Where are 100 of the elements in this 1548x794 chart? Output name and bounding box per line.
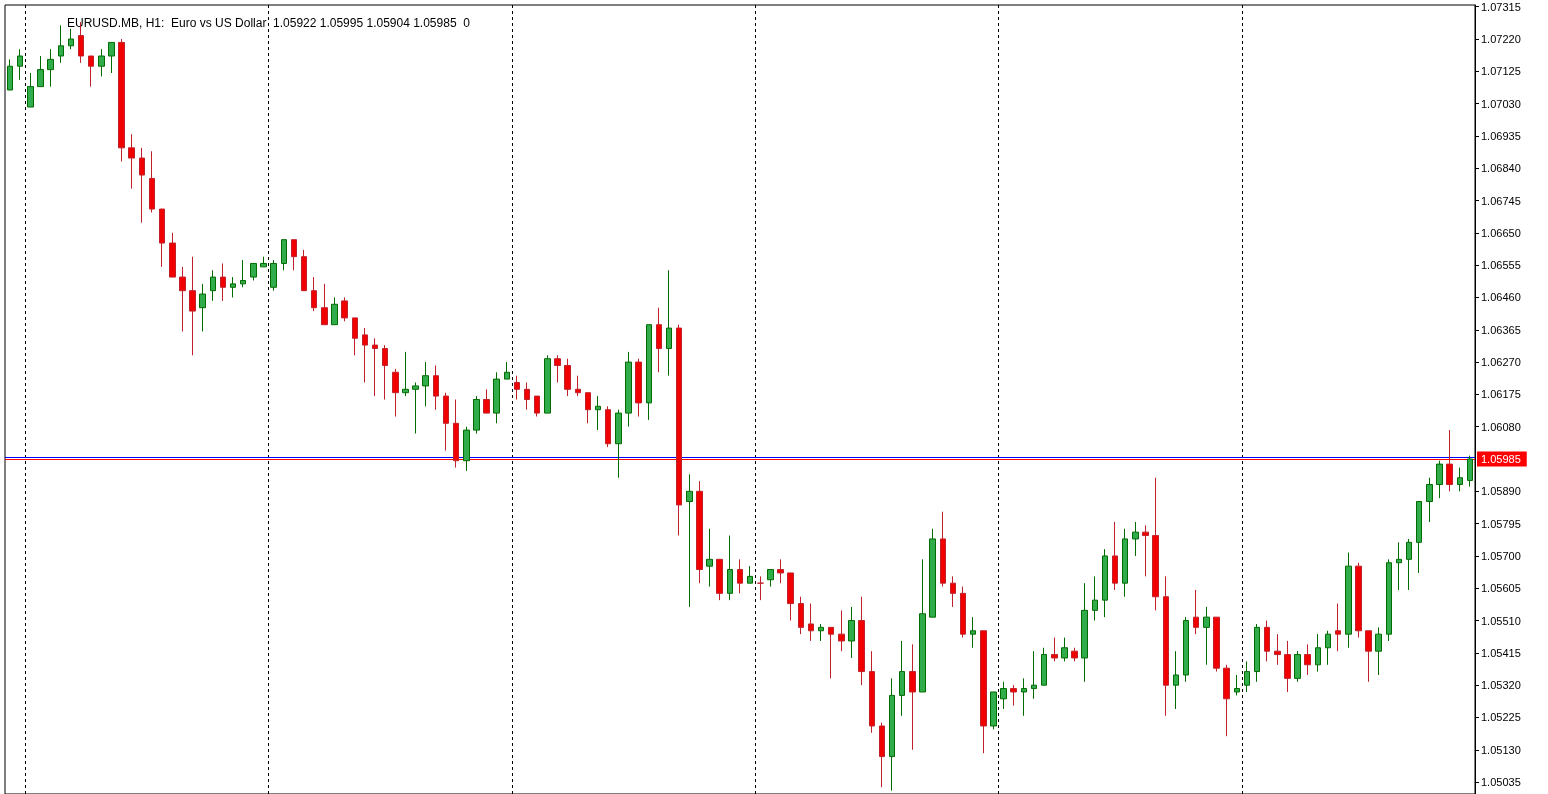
candlestick bbox=[1112, 521, 1118, 591]
candlestick bbox=[1142, 524, 1149, 577]
candlestick bbox=[504, 361, 510, 380]
candlestick bbox=[1416, 501, 1422, 574]
y-tick-label: 1.05700 bbox=[1481, 549, 1521, 562]
candlestick bbox=[635, 358, 642, 417]
candlestick bbox=[270, 259, 277, 292]
candlestick bbox=[777, 558, 784, 584]
candlestick bbox=[341, 296, 348, 322]
candlestick bbox=[311, 276, 317, 312]
candlestick bbox=[422, 361, 429, 407]
candlestick bbox=[47, 48, 54, 88]
candlestick bbox=[372, 337, 378, 397]
candlestick bbox=[1021, 677, 1027, 717]
candlestick bbox=[473, 395, 480, 435]
candlestick bbox=[412, 382, 419, 435]
candlestick bbox=[1041, 647, 1047, 686]
candlestick bbox=[37, 55, 44, 88]
candlestick bbox=[1294, 650, 1301, 683]
candlestick bbox=[230, 276, 236, 298]
candlestick bbox=[716, 558, 723, 601]
y-tick-label: 1.05795 bbox=[1481, 517, 1521, 530]
candlestick bbox=[585, 392, 591, 424]
candlestick bbox=[463, 426, 470, 472]
candlestick bbox=[433, 364, 439, 411]
candlestick bbox=[443, 392, 449, 452]
candlestick bbox=[402, 351, 409, 397]
candlestick bbox=[676, 324, 682, 537]
candlestick bbox=[1396, 541, 1402, 591]
y-tick-label: 1.05890 bbox=[1481, 485, 1521, 498]
candlestick bbox=[392, 368, 399, 417]
y-tick-label: 1.05320 bbox=[1481, 679, 1521, 692]
candlestick bbox=[1173, 650, 1179, 710]
y-tick-label: 1.06270 bbox=[1481, 356, 1521, 369]
candlestick bbox=[564, 358, 571, 397]
candlestick bbox=[159, 208, 165, 268]
candlestick bbox=[524, 382, 530, 411]
candlestick bbox=[919, 558, 926, 693]
candlestick bbox=[1254, 623, 1260, 683]
candlestick bbox=[605, 405, 611, 448]
candlestick bbox=[869, 650, 875, 734]
candlestick bbox=[595, 395, 601, 431]
candlestick bbox=[149, 150, 155, 213]
candlestick bbox=[281, 239, 287, 271]
candlestick bbox=[1000, 681, 1007, 710]
candlestick bbox=[1081, 582, 1088, 683]
candlestick bbox=[1365, 630, 1372, 683]
candlestick bbox=[514, 375, 520, 400]
candlestick bbox=[727, 535, 733, 601]
candlestick bbox=[352, 317, 358, 356]
candlestick bbox=[1234, 674, 1240, 696]
candlestick bbox=[1031, 650, 1037, 700]
candlestick bbox=[483, 388, 490, 414]
candlestick bbox=[899, 640, 905, 717]
candlestick bbox=[108, 41, 115, 74]
candlestick bbox=[1051, 637, 1058, 662]
candlestick bbox=[1223, 664, 1230, 737]
candlestick bbox=[534, 395, 540, 417]
candlestick bbox=[960, 586, 966, 639]
candlestick bbox=[838, 609, 845, 652]
candlestick bbox=[1010, 684, 1017, 707]
candlestick bbox=[686, 473, 693, 608]
candlestick bbox=[58, 24, 64, 64]
y-tick-label: 1.06365 bbox=[1481, 323, 1521, 336]
candlestick bbox=[1264, 620, 1270, 662]
candlestick bbox=[7, 58, 13, 91]
candlestick bbox=[1457, 467, 1463, 492]
candlestick bbox=[382, 344, 388, 400]
candlestick bbox=[615, 409, 622, 479]
candlestick bbox=[1102, 548, 1108, 618]
candlestick bbox=[17, 48, 23, 81]
candlestick bbox=[980, 630, 987, 754]
candlestick bbox=[1355, 562, 1362, 639]
y-tick-label: 1.06840 bbox=[1481, 162, 1521, 175]
candlestick bbox=[210, 269, 216, 302]
candlestick bbox=[818, 623, 824, 642]
y-tick-label: 1.05510 bbox=[1481, 614, 1521, 627]
candlestick bbox=[1152, 477, 1159, 611]
candlestick bbox=[1061, 637, 1068, 662]
candlestick bbox=[889, 677, 895, 792]
candlestick bbox=[1203, 606, 1210, 666]
candlestick bbox=[493, 371, 500, 424]
candlestick bbox=[1092, 575, 1098, 622]
candlestick bbox=[331, 296, 338, 326]
candlestick bbox=[260, 256, 267, 268]
candlestick bbox=[544, 354, 551, 414]
candlestick bbox=[970, 616, 976, 649]
candlestick bbox=[220, 262, 226, 302]
candlestick bbox=[118, 38, 125, 162]
candlestick bbox=[1406, 538, 1412, 591]
candlestick bbox=[929, 528, 936, 618]
candlestick bbox=[737, 558, 743, 594]
candlestick bbox=[787, 572, 794, 622]
y-tick-label: 1.06175 bbox=[1481, 388, 1521, 401]
candlestick bbox=[828, 626, 834, 679]
candlestick bbox=[747, 565, 753, 584]
candlestick bbox=[1467, 455, 1473, 488]
candlestick bbox=[1375, 626, 1382, 676]
candlestick bbox=[950, 575, 956, 608]
y-tick-label: 1.06080 bbox=[1481, 420, 1521, 433]
